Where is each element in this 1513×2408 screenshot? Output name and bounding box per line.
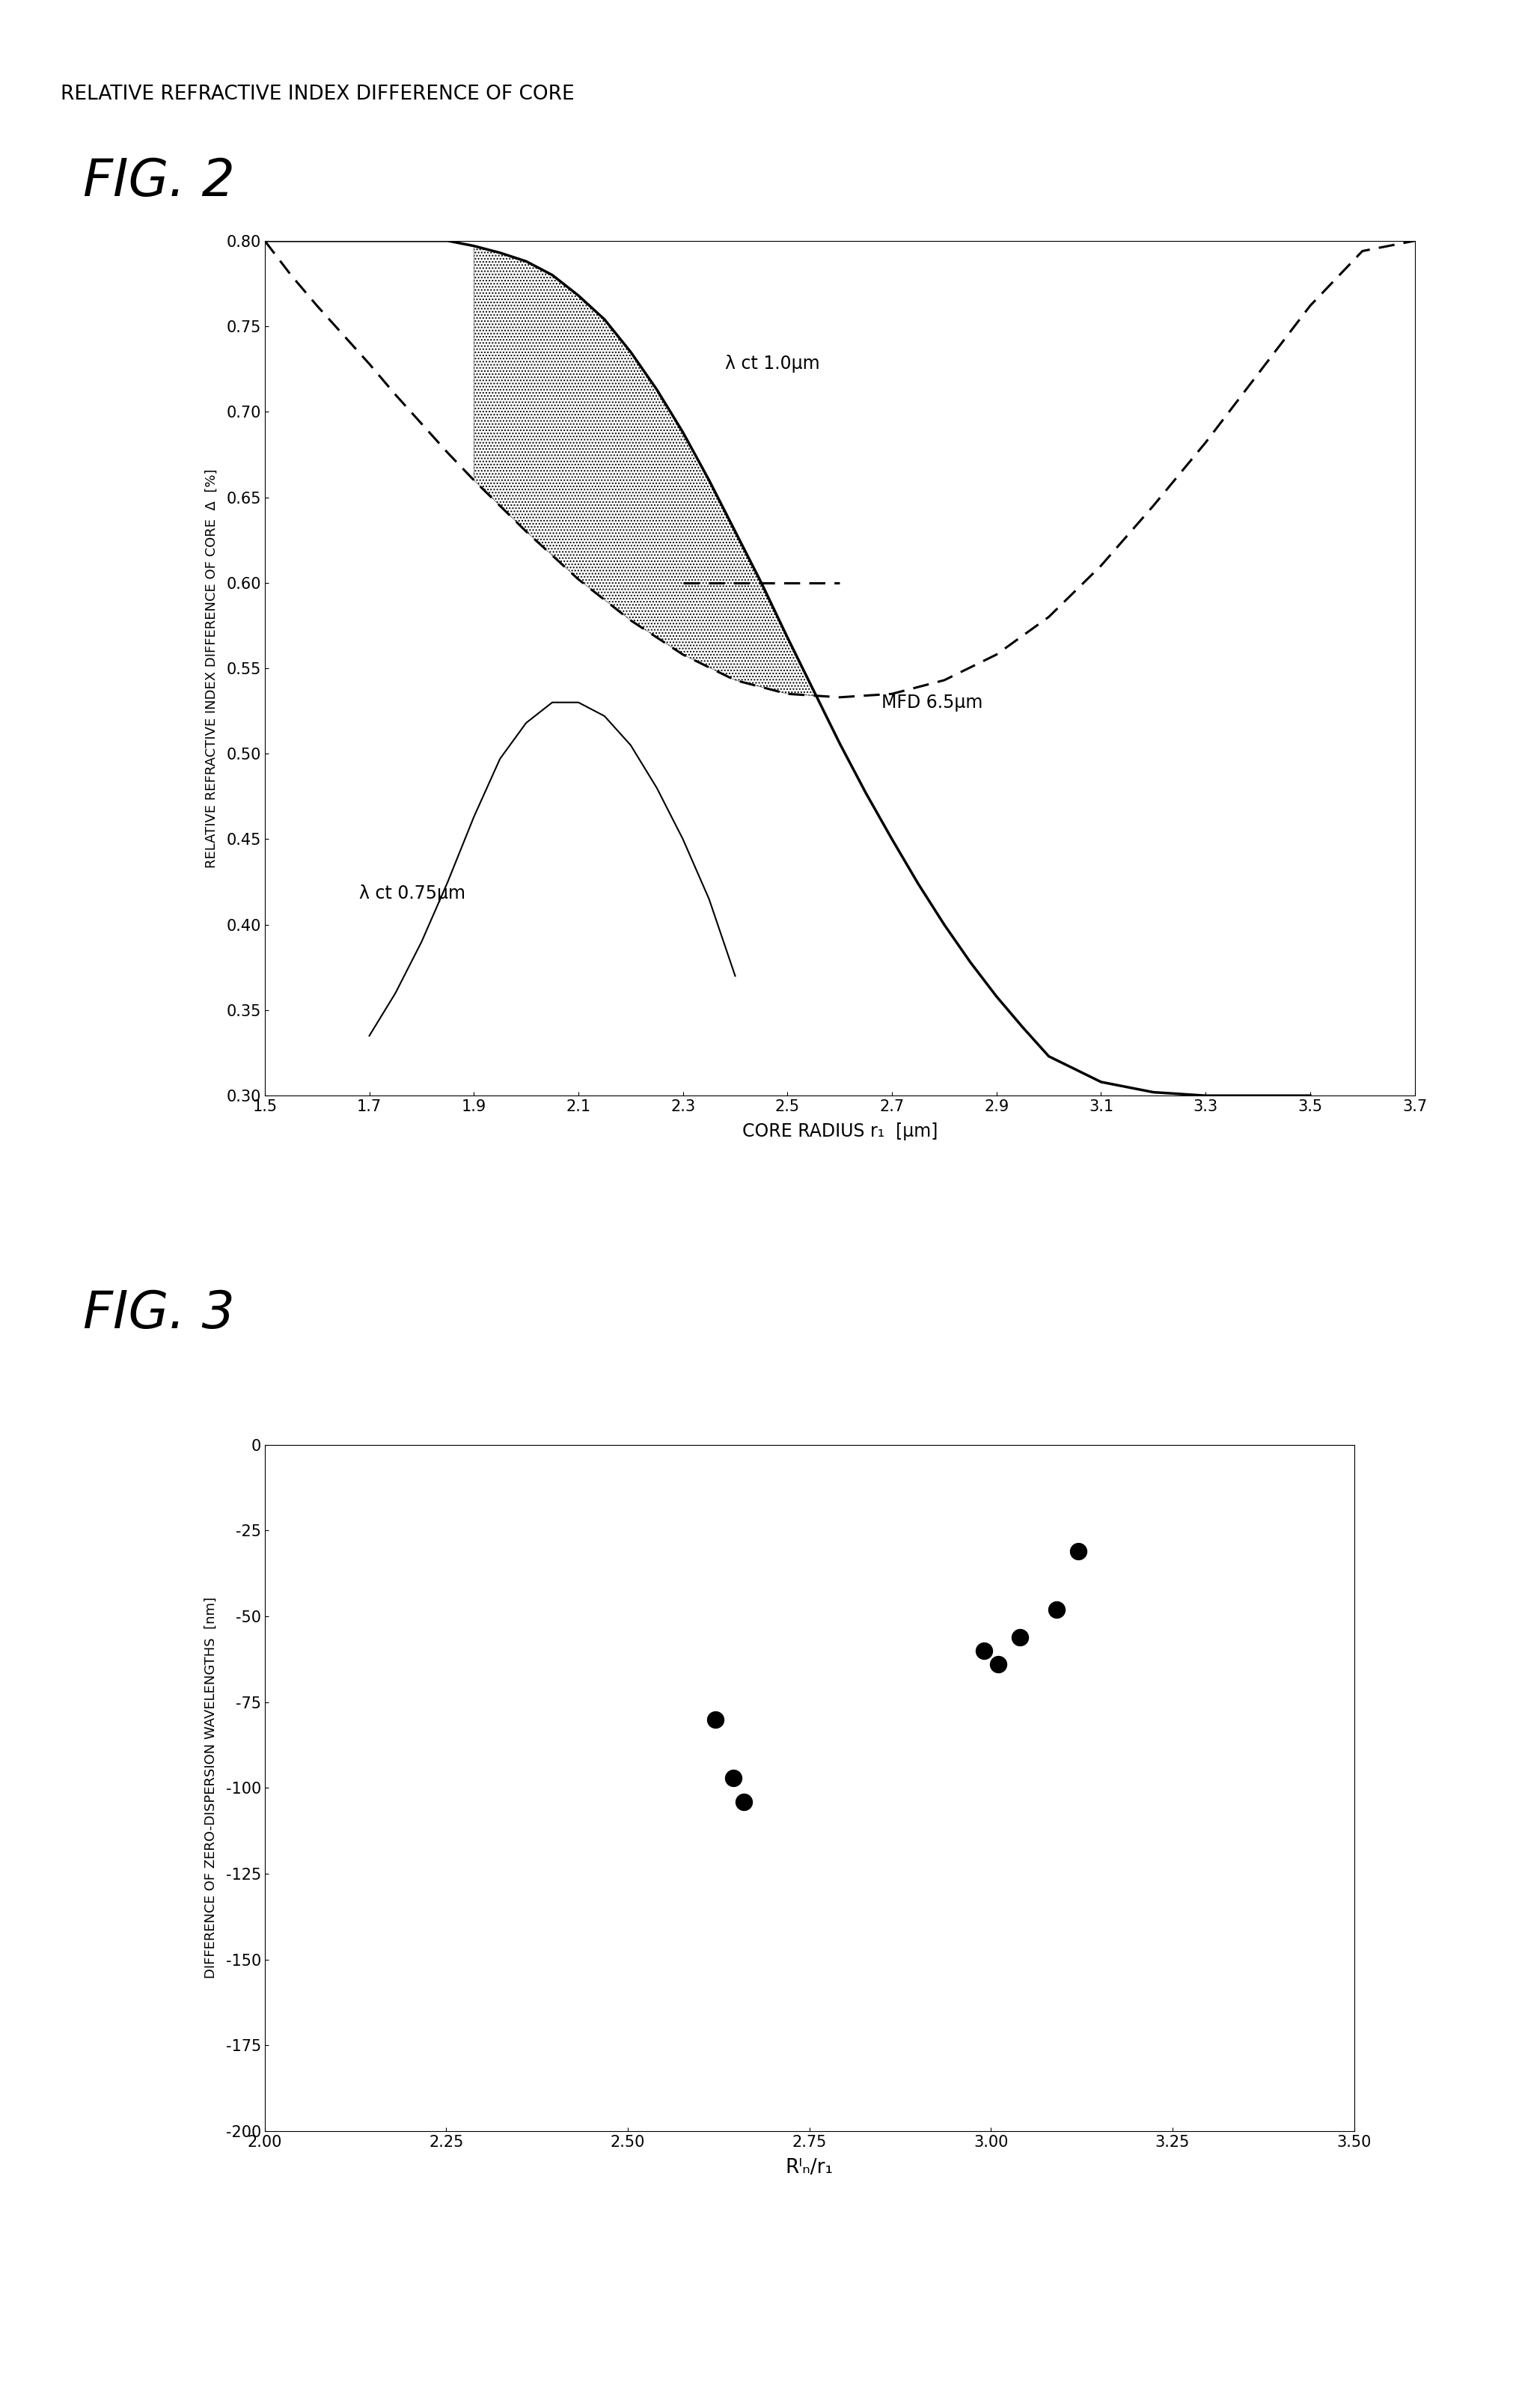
Text: λ ct 0.75μm: λ ct 0.75μm (359, 884, 464, 903)
Text: FIG. 2: FIG. 2 (83, 157, 235, 207)
Point (971, 1633, 996, 1671)
Point (1044, 1589, 1068, 1628)
Text: λ ct 1.0μm: λ ct 1.0μm (725, 354, 820, 373)
X-axis label: CORE RADIUS r₁  [μm]: CORE RADIUS r₁ [μm] (741, 1122, 938, 1141)
Point (986, 1645, 1011, 1683)
Point (704, 1700, 728, 1739)
Point (722, 1758, 746, 1796)
Text: MFD 6.5μm: MFD 6.5μm (882, 694, 983, 710)
Point (732, 1782, 756, 1820)
Point (1067, 1531, 1091, 1570)
Text: RELATIVE REFRACTIVE INDEX DIFFERENCE OF CORE: RELATIVE REFRACTIVE INDEX DIFFERENCE OF … (61, 84, 575, 104)
Y-axis label: DIFFERENCE OF ZERO-DISPERSION WAVELENGTHS  [nm]: DIFFERENCE OF ZERO-DISPERSION WAVELENGTH… (204, 1597, 218, 1979)
X-axis label: Rᴵₙ/r₁: Rᴵₙ/r₁ (785, 2158, 834, 2177)
Point (1008, 1618, 1032, 1657)
Y-axis label: RELATIVE REFRACTIVE INDEX DIFFERENCE OF CORE  Δ  [%]: RELATIVE REFRACTIVE INDEX DIFFERENCE OF … (204, 470, 218, 867)
Text: FIG. 3: FIG. 3 (83, 1288, 235, 1339)
